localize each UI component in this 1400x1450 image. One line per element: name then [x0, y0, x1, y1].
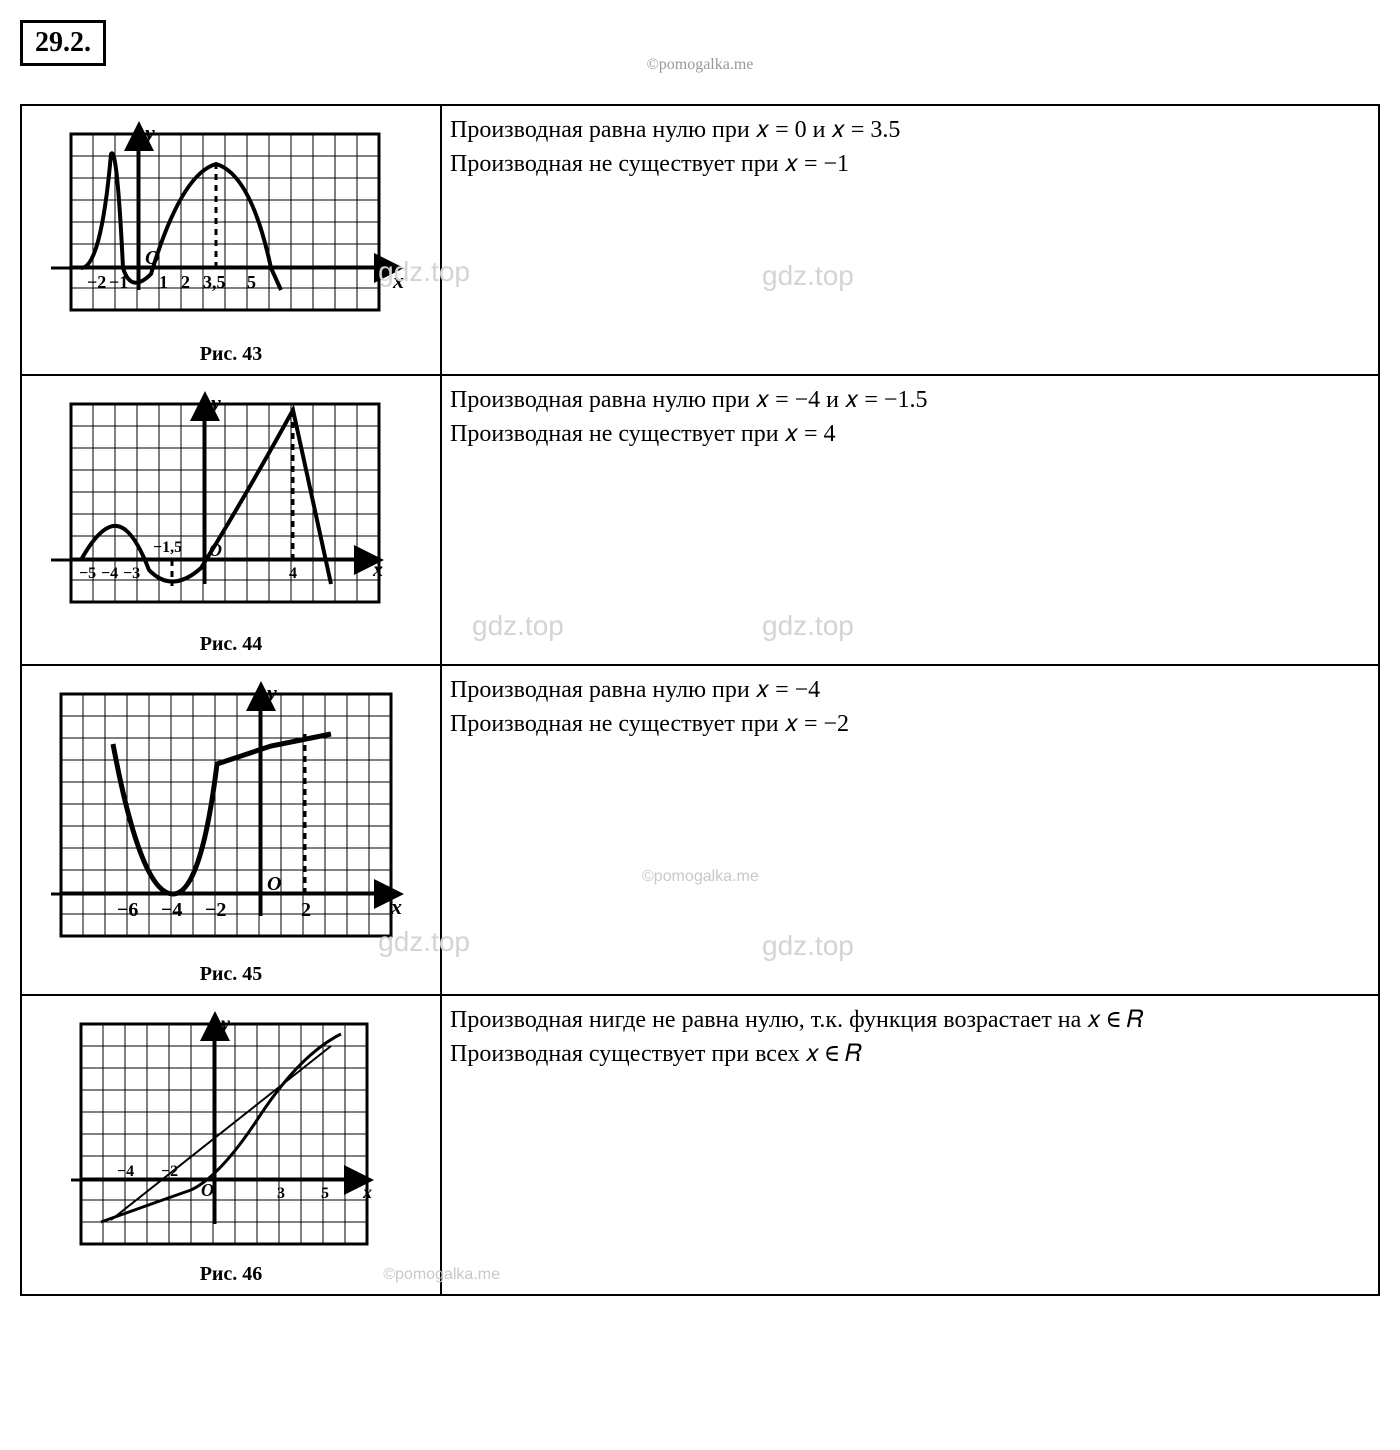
table-row: yxO−4−235Рис. 46©pomogalka.meПроизводная… [21, 995, 1379, 1295]
graph-3: y x O −4 −2 3 5 [61, 1004, 401, 1254]
explanation-line: Производная равна нулю при 𝑥 = −4 [450, 674, 1370, 708]
svg-text:−1: −1 [109, 272, 128, 292]
svg-text:O: O [267, 873, 281, 895]
explanation-cell: Производная нигде не равна нулю, т.к. фу… [441, 995, 1379, 1295]
figure-label: Рис. 44 [30, 633, 432, 656]
watermark-gdz: gdz.top [762, 926, 854, 965]
svg-text:3: 3 [277, 1185, 285, 1202]
graph-2: yxO−6−4−22 [41, 674, 421, 954]
explanation-line: Производная существует при всех 𝑥 ∈ 𝑅 [450, 1038, 1370, 1072]
svg-text:O: O [201, 1180, 214, 1200]
problem-number: 29.2. [20, 20, 106, 66]
explanation-cell: Производная равна нулю при 𝑥 = 0 и 𝑥 = 3… [441, 105, 1379, 375]
explanation-line: Производная равна нулю при 𝑥 = 0 и 𝑥 = 3… [450, 114, 1370, 148]
figure-label: Рис. 45 [30, 963, 432, 986]
svg-text:x: x [362, 1182, 372, 1202]
svg-text:−4: −4 [101, 565, 118, 582]
svg-text:−5: −5 [79, 565, 96, 582]
table-row: yxO−6−4−22Рис. 45gdz.topПроизводная равн… [21, 665, 1379, 995]
svg-text:−1,5: −1,5 [153, 539, 182, 556]
table-row: yxO−2−1123,55Рис. 43gdz.topПроизводная р… [21, 105, 1379, 375]
explanation-line: Производная не существует при 𝑥 = −2 [450, 708, 1370, 742]
graph-cell: yxO−2−1123,55Рис. 43gdz.top [21, 105, 441, 375]
svg-text:5: 5 [321, 1185, 329, 1202]
graph-0: yxO−2−1123,55 [51, 114, 411, 334]
explanation-line: Производная нигде не равна нулю, т.к. фу… [450, 1004, 1370, 1038]
explanation-cell: Производная равна нулю при 𝑥 = −4 и 𝑥 = … [441, 375, 1379, 665]
explanation-cell: Производная равна нулю при 𝑥 = −4Произво… [441, 665, 1379, 995]
svg-text:2: 2 [181, 272, 190, 292]
svg-text:−6: −6 [117, 899, 138, 921]
svg-text:5: 5 [247, 272, 256, 292]
explanation-line: Производная равна нулю при 𝑥 = −4 и 𝑥 = … [450, 384, 1370, 418]
svg-text:1: 1 [159, 272, 168, 292]
watermark-gdz: gdz.top [472, 606, 564, 645]
svg-text:x: x [392, 268, 404, 293]
figure-label: Рис. 43 [30, 343, 432, 366]
explanation-line: Производная не существует при 𝑥 = −1 [450, 148, 1370, 182]
copyright-top: ©pomogalka.me [20, 56, 1380, 74]
svg-text:O: O [145, 247, 159, 269]
svg-text:−4: −4 [161, 899, 182, 921]
figure-label: Рис. 46 [30, 1263, 432, 1286]
solution-table: yxO−2−1123,55Рис. 43gdz.topПроизводная р… [20, 104, 1380, 1296]
svg-text:−2: −2 [87, 272, 106, 292]
svg-text:x: x [372, 559, 383, 581]
watermark-copyright: ©pomogalka.me [642, 866, 759, 888]
graph-1: yxO−5−4−3−1,54 [51, 384, 411, 624]
svg-text:−3: −3 [123, 565, 140, 582]
graph-cell: yxO−6−4−22Рис. 45gdz.top [21, 665, 441, 995]
watermark-gdz: gdz.top [762, 606, 854, 645]
explanation-line: Производная не существует при 𝑥 = 4 [450, 418, 1370, 452]
watermark-gdz: gdz.top [762, 256, 854, 295]
svg-text:O: O [209, 540, 222, 560]
svg-text:4: 4 [289, 565, 297, 582]
svg-text:−2: −2 [161, 1163, 178, 1180]
svg-text:x: x [390, 894, 402, 919]
svg-text:3,5: 3,5 [203, 272, 226, 292]
table-row: yxO−5−4−3−1,54Рис. 44Производная равна н… [21, 375, 1379, 665]
graph-cell: yxO−5−4−3−1,54Рис. 44 [21, 375, 441, 665]
graph-cell: yxO−4−235Рис. 46©pomogalka.me [21, 995, 441, 1295]
svg-text:−2: −2 [205, 899, 226, 921]
svg-text:−4: −4 [117, 1163, 134, 1180]
svg-text:y: y [219, 1013, 230, 1035]
svg-text:2: 2 [301, 899, 311, 921]
